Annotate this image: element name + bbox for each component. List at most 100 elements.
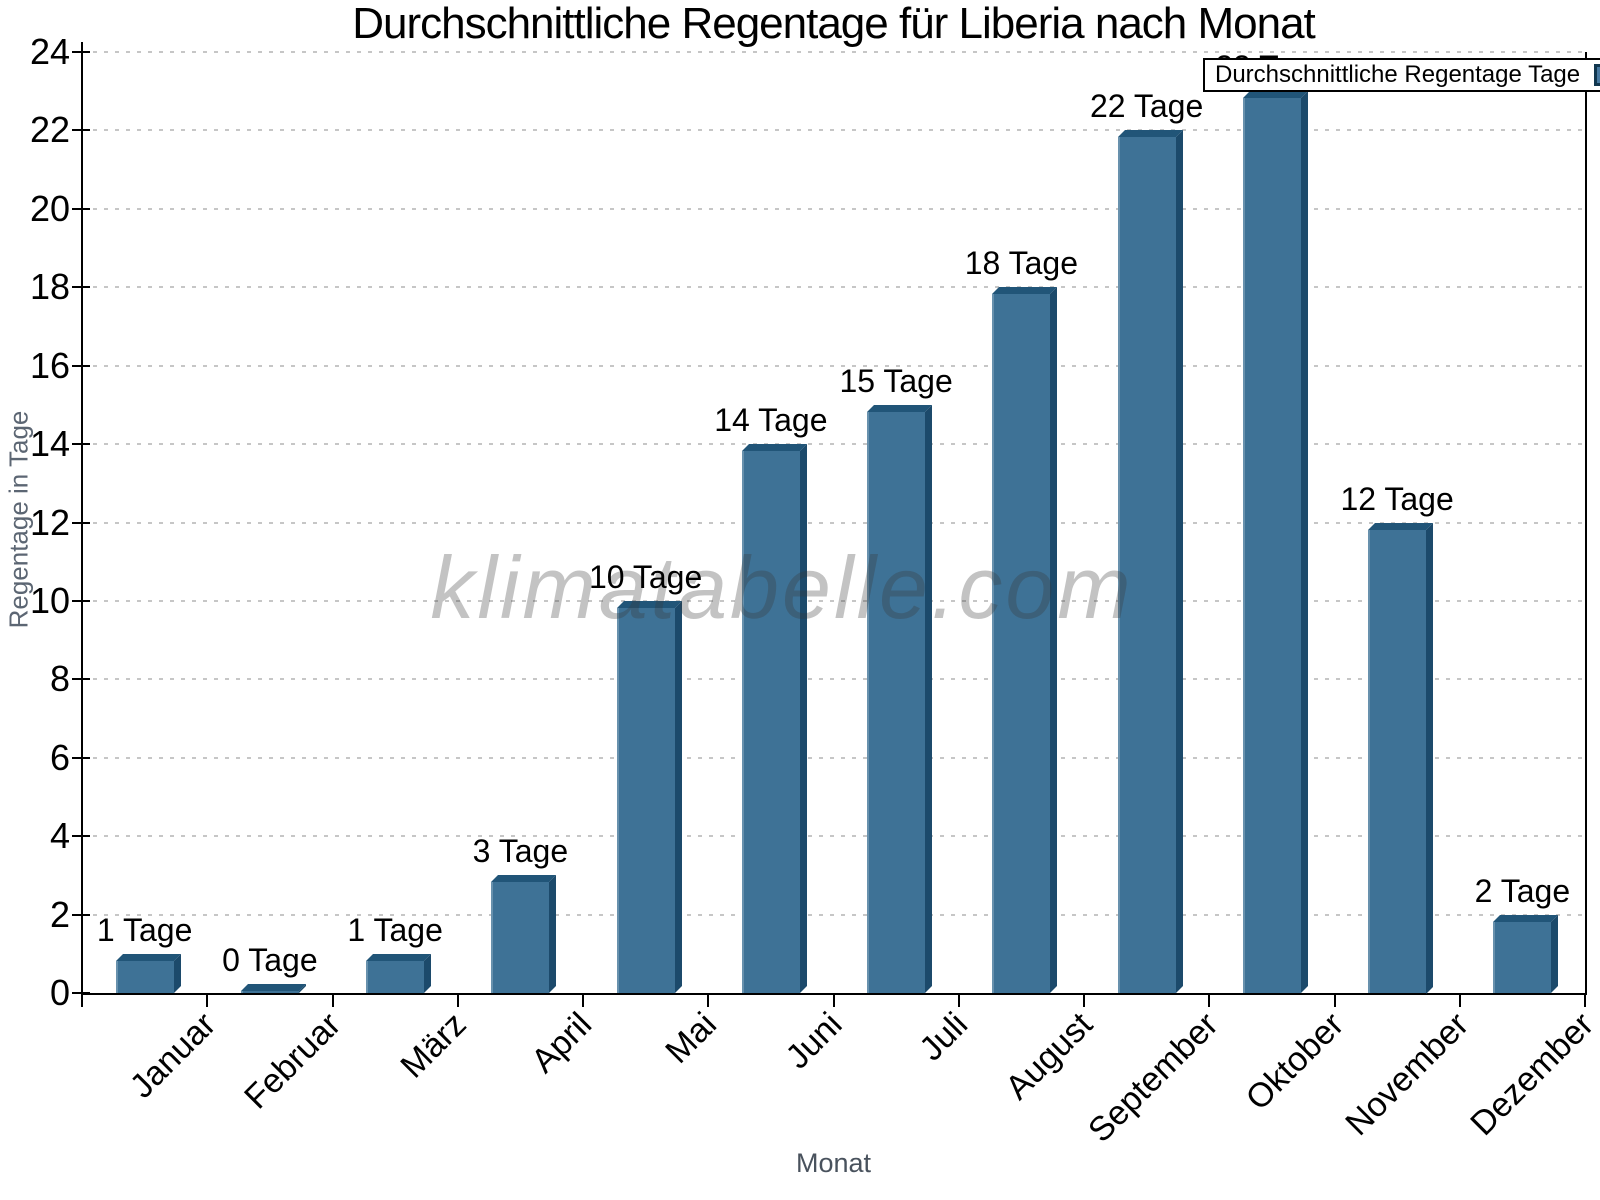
bar-top-face — [491, 875, 557, 883]
x-tick-9 — [1208, 995, 1211, 1007]
y-tick-label-24: 24 — [29, 31, 70, 72]
bar-mai — [616, 600, 682, 993]
bar-top-face — [867, 404, 933, 412]
bar-side-face — [925, 404, 933, 993]
bar-top-face — [992, 287, 1058, 295]
x-tick-0 — [81, 995, 83, 1007]
bar-top-face — [366, 953, 432, 961]
y-tick-20 — [72, 207, 90, 210]
x-tick-2 — [331, 995, 334, 1007]
bar-juli — [867, 404, 933, 993]
y-tick-label-18: 18 — [29, 266, 70, 308]
y-tick-label-8: 8 — [49, 658, 70, 700]
bar-top-face — [1117, 130, 1183, 138]
bar-september — [1117, 130, 1183, 993]
bar-side-face — [1426, 522, 1434, 993]
y-tick-label-12: 12 — [29, 501, 70, 543]
y-tick-22 — [72, 129, 90, 132]
gridline-10 — [82, 599, 1585, 602]
legend: Durchschnittliche Regentage Tage — [1203, 58, 1600, 92]
bar-front — [616, 607, 675, 993]
y-tick-label-6: 6 — [49, 736, 70, 778]
bar-side-face — [1551, 914, 1559, 993]
x-label-november: November — [1338, 1005, 1476, 1144]
x-label-märz: März — [393, 1005, 474, 1086]
bar-value-label-april: 3 Tage — [472, 833, 569, 870]
bar-top-face — [1493, 914, 1559, 922]
y-tick-label-0: 0 — [49, 972, 70, 1013]
bar-top-face — [1368, 522, 1434, 530]
gridline-22 — [82, 129, 1585, 132]
x-tick-8 — [1083, 995, 1085, 1007]
y-tick-18 — [72, 286, 90, 289]
y-tick-label-2: 2 — [49, 893, 70, 935]
gridline-8 — [82, 678, 1585, 681]
plot-area: 1 Tage 0 Tage 1 Tage 3 Tage 10 Tage 14 Tage 15… — [82, 49, 1585, 993]
x-axis-title: Monat — [795, 1148, 872, 1178]
y-tick-label-22: 22 — [29, 109, 70, 151]
bar-oktober — [1242, 91, 1308, 993]
bar-side-face — [674, 600, 682, 993]
bar-value-label-januar: 1 Tage — [96, 911, 193, 948]
y-tick-label-14: 14 — [29, 423, 70, 465]
gridline-4 — [82, 835, 1585, 838]
bar-value-label-september: 22 Tage — [1089, 88, 1204, 125]
bar-front — [867, 411, 926, 993]
plot-right-border — [1585, 52, 1587, 995]
x-tick-1 — [206, 995, 209, 1007]
x-tick-6 — [832, 995, 835, 1007]
bar-front — [491, 882, 550, 993]
bar-august — [992, 287, 1058, 993]
y-tick-0 — [72, 992, 90, 994]
y-tick-label-20: 20 — [29, 187, 70, 229]
bar-side-face — [1300, 91, 1308, 993]
x-tick-10 — [1333, 995, 1336, 1007]
x-axis-line — [81, 993, 1587, 995]
watermark: klimatabelle.com — [430, 538, 1134, 637]
bar-november — [1368, 522, 1434, 993]
bar-value-label-november: 12 Tage — [1340, 480, 1454, 517]
y-tick-12 — [72, 521, 90, 524]
y-tick-8 — [72, 678, 90, 681]
y-tick-10 — [72, 599, 90, 602]
x-label-februar: Februar — [237, 1005, 349, 1117]
x-label-august: August — [998, 1005, 1101, 1108]
x-label-juni: Juni — [778, 1005, 850, 1077]
x-label-mai: Mai — [658, 1005, 725, 1071]
y-tick-label-10: 10 — [29, 579, 70, 621]
x-tick-5 — [707, 995, 710, 1007]
bar-side-face — [1175, 130, 1183, 993]
bar-value-label-mai: 10 Tage — [588, 558, 703, 595]
bar-juni — [741, 444, 807, 993]
x-label-dezember: Dezember — [1463, 1005, 1600, 1144]
bar-value-label-august: 18 Tage — [964, 245, 1079, 282]
bar-side-face — [799, 444, 807, 993]
gridline-2 — [82, 913, 1585, 916]
legend-label: Durchschnittliche Regentage Tage — [1215, 61, 1581, 88]
x-tick-4 — [582, 995, 584, 1007]
x-tick-7 — [957, 995, 960, 1007]
bar-top-face — [741, 444, 807, 452]
bar-front — [1493, 921, 1552, 993]
bar-front — [741, 451, 800, 993]
x-tick-12 — [1584, 995, 1586, 1007]
gridline-12 — [82, 521, 1585, 524]
bar-side-face — [1050, 287, 1058, 993]
chart-title: Durchschnittliche Regentage für Liberia … — [352, 0, 1316, 48]
bar-front — [240, 991, 299, 993]
legend-swatch-icon — [1594, 64, 1600, 86]
y-tick-24 — [72, 51, 90, 53]
bar-value-label-juli: 15 Tage — [839, 362, 953, 399]
y-axis-line — [81, 42, 83, 995]
gridline-14 — [82, 443, 1585, 446]
bar-top-face — [1242, 91, 1308, 99]
y-tick-label-16: 16 — [29, 344, 70, 386]
bar-value-label-dezember: 2 Tage — [1474, 872, 1571, 909]
y-tick-4 — [72, 835, 90, 838]
x-label-september: September — [1080, 1005, 1226, 1150]
bar-front — [1242, 98, 1301, 993]
bar-side-face — [173, 953, 181, 993]
bar-side-face — [424, 953, 432, 993]
x-label-oktober: Oktober — [1238, 1005, 1351, 1118]
bar-top-face — [115, 953, 181, 961]
